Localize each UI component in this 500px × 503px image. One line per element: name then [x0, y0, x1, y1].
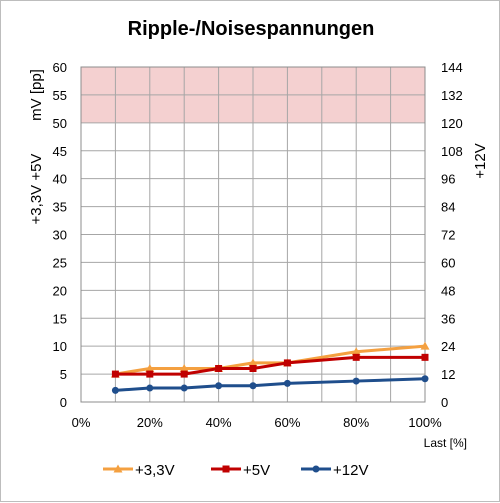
data-point [179, 364, 189, 372]
y-left-tick-label: 50 [53, 116, 67, 131]
y-right-tick-label: 72 [441, 228, 455, 243]
data-point [351, 347, 361, 356]
left-axis-ticks: 0 5 10 15 20 25 30 35 40 45 50 55 60 [53, 60, 67, 410]
data-point [420, 341, 430, 350]
y-axis-label-right: +12V [472, 143, 489, 178]
data-point [180, 370, 188, 378]
y-left-tick-label: 55 [53, 88, 67, 103]
x-tick-label: 100% [408, 415, 442, 430]
x-axis-label: Last [%] [424, 436, 467, 450]
legend-marker [312, 465, 320, 473]
y-axis-label-left-top: mV [pp] [28, 69, 45, 121]
y-right-tick-label: 0 [441, 395, 448, 410]
y-left-tick-label: 40 [53, 172, 67, 187]
data-point [145, 364, 155, 372]
legend-marker [113, 464, 123, 473]
legend-label: +12V [333, 462, 368, 479]
x-tick-label: 60% [274, 415, 300, 430]
legend-marker [222, 465, 230, 473]
data-point [180, 384, 188, 392]
x-tick-label: 0% [72, 415, 91, 430]
data-point [111, 370, 119, 378]
data-point [146, 384, 154, 392]
y-right-tick-label: 24 [441, 339, 455, 354]
series-line [115, 377, 426, 392]
data-point [146, 370, 154, 378]
series-1 [111, 353, 429, 378]
data-point [249, 365, 257, 372]
legend-label: +5V [243, 462, 270, 479]
legend-item-0: +3,3V [103, 462, 175, 479]
x-tick-label: 20% [137, 415, 163, 430]
y-left-tick-label: 10 [53, 339, 67, 354]
y-right-tick-label: 144 [441, 60, 463, 75]
x-tick-label: 40% [206, 415, 232, 430]
y-left-tick-label: 60 [53, 60, 67, 75]
y-right-tick-label: 96 [441, 172, 455, 187]
right-axis-ticks: 0 12 24 36 48 60 72 84 96 108 120 132 144 [441, 60, 463, 410]
y-right-tick-label: 108 [441, 144, 463, 159]
data-point [215, 365, 223, 372]
data-point [215, 382, 223, 390]
legend-label: +3,3V [135, 462, 175, 479]
y-right-tick-label: 132 [441, 88, 463, 103]
data-point [352, 353, 360, 361]
data-point [421, 353, 429, 361]
y-right-tick-label: 60 [441, 255, 455, 270]
series-0 [110, 341, 430, 378]
y-axis-label-left-bottom: +3,3V +5V [28, 154, 45, 225]
data-point [248, 358, 258, 367]
y-left-tick-label: 35 [53, 200, 67, 215]
data-point [111, 386, 119, 394]
y-left-tick-label: 30 [53, 228, 67, 243]
plot-area-border [80, 66, 426, 403]
chart-title: Ripple-/Noisespannungen [128, 18, 375, 40]
x-tick-label: 80% [343, 415, 369, 430]
y-left-tick-label: 25 [53, 255, 67, 270]
data-point [283, 359, 291, 367]
y-right-tick-label: 120 [441, 116, 463, 131]
series-layer [110, 341, 430, 394]
series-line [115, 344, 426, 376]
gridlines [80, 66, 426, 403]
y-left-tick-label: 20 [53, 283, 67, 298]
y-right-tick-label: 84 [441, 200, 455, 215]
data-point [249, 382, 257, 390]
legend-item-2: +12V [301, 462, 368, 479]
y-right-tick-label: 48 [441, 283, 455, 298]
data-point [421, 375, 429, 383]
legend-item-1: +5V [211, 462, 270, 479]
y-left-tick-label: 5 [60, 367, 67, 382]
y-left-tick-label: 0 [60, 395, 67, 410]
y-left-tick-label: 45 [53, 144, 67, 159]
x-axis-ticks: 0% 20% 40% 60% 80% 100% [72, 415, 442, 430]
y-right-tick-label: 36 [441, 311, 455, 326]
y-left-tick-label: 15 [53, 311, 67, 326]
series-2 [111, 375, 429, 394]
data-point [283, 379, 291, 387]
data-point [352, 377, 360, 385]
legend: +3,3V +5V +12V [103, 462, 368, 479]
series-line [115, 355, 425, 376]
y-right-tick-label: 12 [441, 367, 455, 382]
